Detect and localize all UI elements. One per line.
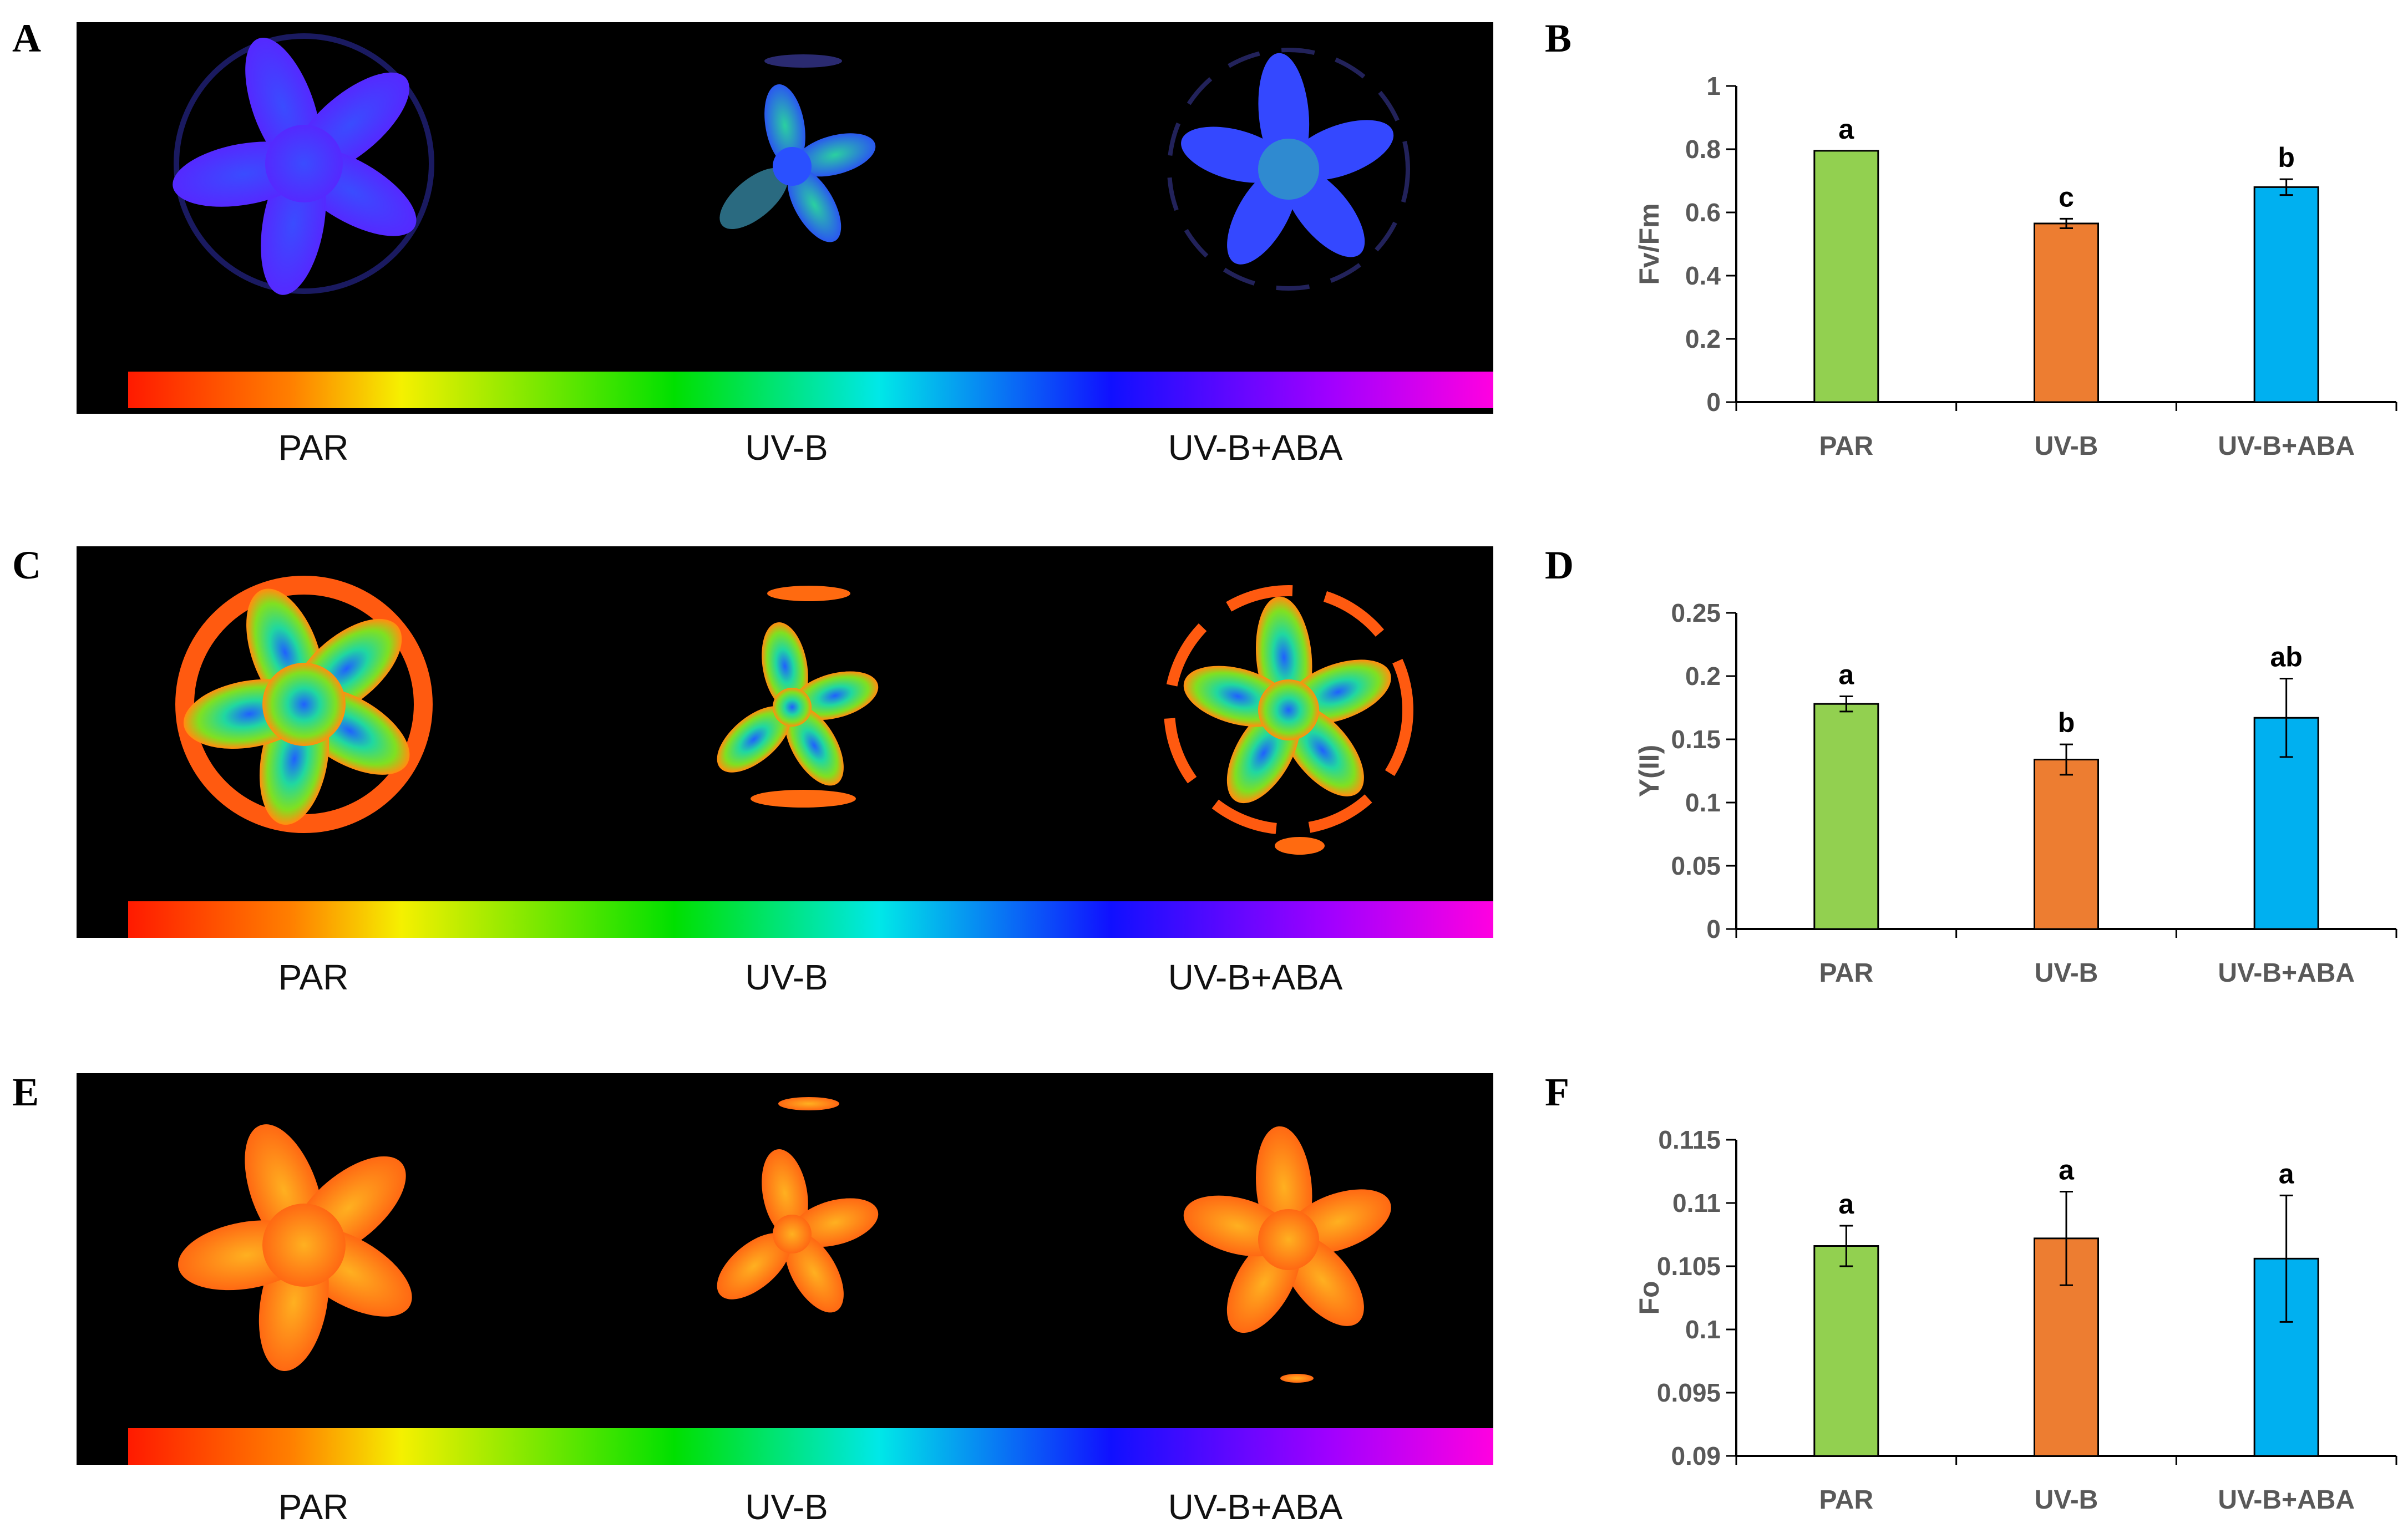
y-tick-label: 0.15 bbox=[1671, 725, 1721, 754]
significance-label: b bbox=[2058, 707, 2075, 738]
y-tick-label: 0.8 bbox=[1685, 135, 1721, 164]
y-tick-label: 0 bbox=[1706, 915, 1721, 943]
fluorescence-image-fo bbox=[77, 1073, 1493, 1465]
y-tick-label: 0.2 bbox=[1685, 324, 1721, 353]
y-tick-label: 0 bbox=[1706, 388, 1721, 417]
image-label-uvb-aba: UV-B+ABA bbox=[1168, 957, 1343, 997]
color-scale-bar bbox=[128, 372, 1493, 408]
panel-letter-b: B bbox=[1545, 16, 1572, 60]
image-label-par: PAR bbox=[278, 428, 349, 468]
y-tick-label: 0.1 bbox=[1685, 788, 1721, 817]
panel-letter-d: D bbox=[1545, 543, 1574, 587]
y-tick-label: 1 bbox=[1706, 72, 1721, 100]
fluorescence-image-yii bbox=[77, 546, 1493, 938]
color-scale-bar bbox=[128, 901, 1493, 938]
y-axis-label: Fo bbox=[1634, 1281, 1665, 1314]
uvb-aba-plant-fo bbox=[1183, 1126, 1391, 1383]
y-axis-label: Fv/Fm bbox=[1634, 203, 1665, 285]
uvb-plant-yii bbox=[717, 586, 879, 808]
y-tick-label: 0.4 bbox=[1685, 261, 1721, 290]
bar bbox=[2034, 222, 2099, 403]
bar bbox=[2034, 758, 2099, 930]
uvb-aba-plant-fvfm bbox=[1167, 48, 1410, 291]
uvb-aba-plant-yii bbox=[1164, 585, 1413, 855]
y-tick-label: 0.6 bbox=[1685, 198, 1721, 227]
bar bbox=[1813, 150, 1879, 403]
x-tick-label: PAR bbox=[1819, 958, 1873, 988]
x-tick-label: UV-B bbox=[2035, 432, 2098, 461]
uvb-plant-fo bbox=[717, 1097, 879, 1313]
x-tick-label: PAR bbox=[1819, 432, 1873, 461]
fluorescence-image-fvfm bbox=[77, 22, 1493, 414]
significance-label: a bbox=[1838, 114, 1854, 145]
y-tick-label: 0.095 bbox=[1657, 1378, 1721, 1407]
x-tick-label: UV-B+ABA bbox=[2218, 432, 2355, 461]
significance-label: a bbox=[2279, 1158, 2295, 1189]
y-tick-label: 0.11 bbox=[1672, 1189, 1721, 1217]
y-tick-label: 0.25 bbox=[1671, 598, 1721, 627]
y-tick-label: 0.115 bbox=[1658, 1125, 1721, 1154]
x-tick-label: UV-B bbox=[2035, 1485, 2098, 1515]
x-tick-label: UV-B+ABA bbox=[2218, 958, 2355, 988]
panel-letter-f: F bbox=[1545, 1070, 1569, 1114]
panel-letter-c: C bbox=[12, 543, 41, 587]
fo-image-art bbox=[128, 1097, 1493, 1465]
significance-label: a bbox=[1838, 1189, 1854, 1220]
significance-label: b bbox=[2278, 142, 2295, 173]
x-tick-label: PAR bbox=[1819, 1485, 1873, 1515]
image-label-par: PAR bbox=[278, 1487, 349, 1527]
color-scale-bar bbox=[128, 1428, 1493, 1465]
image-label-uvb-aba: UV-B+ABA bbox=[1168, 428, 1343, 468]
significance-label: a bbox=[2059, 1154, 2075, 1185]
bar bbox=[1813, 1245, 1879, 1457]
uvb-plant-fvfm bbox=[719, 54, 876, 242]
y-tick-label: 0.09 bbox=[1671, 1441, 1721, 1470]
x-tick-label: UV-B+ABA bbox=[2218, 1485, 2355, 1515]
image-label-par: PAR bbox=[278, 957, 349, 997]
panel-letter-a: A bbox=[12, 16, 41, 60]
image-label-uvb: UV-B bbox=[745, 957, 828, 997]
image-label-uvb-aba: UV-B+ABA bbox=[1168, 1487, 1343, 1527]
y-tick-label: 0.05 bbox=[1671, 851, 1721, 880]
y-tick-label: 0.1 bbox=[1685, 1315, 1721, 1344]
par-plant-fo bbox=[178, 1124, 412, 1371]
x-tick-label: UV-B bbox=[2035, 958, 2098, 988]
bar bbox=[1813, 703, 1879, 930]
y-axis-label: Y(II) bbox=[1634, 745, 1665, 797]
chart-yii-svg: 0 0.05 0.1 0.15 0.2 0.25 Y(II) a PAR b UV-B ab UV-B+… bbox=[1634, 598, 2397, 988]
y-tick-label: 0.2 bbox=[1685, 662, 1721, 691]
chart-fo-svg: 0.09 0.095 0.1 0.105 0.11 0.115 Fo a PAR a UV-B a UV… bbox=[1634, 1125, 2397, 1515]
y-tick-label: 0.105 bbox=[1657, 1252, 1721, 1281]
fvfm-image-art bbox=[128, 33, 1493, 408]
panel-letter-e: E bbox=[12, 1070, 39, 1114]
par-plant-yii bbox=[175, 576, 433, 833]
yii-image-art bbox=[128, 576, 1493, 938]
image-label-uvb: UV-B bbox=[745, 1487, 828, 1527]
par-plant-fvfm bbox=[173, 33, 434, 295]
significance-label: a bbox=[1838, 659, 1854, 690]
significance-label: ab bbox=[2270, 642, 2302, 673]
significance-label: c bbox=[2059, 181, 2074, 212]
chart-yii: 0 0.05 0.1 0.15 0.2 0.25 Y(II) a PAR b UV-B ab UV-B+… bbox=[1609, 582, 2408, 993]
chart-fo: 0.09 0.095 0.1 0.105 0.11 0.115 Fo a PAR a UV-B a UV… bbox=[1609, 1109, 2408, 1520]
chart-fvfm-svg: 0 0.2 0.4 0.6 0.8 1 Fv/Fm a PAR c UV-B b UV-B+ABA bbox=[1634, 72, 2397, 461]
chart-fvfm: 0 0.2 0.4 0.6 0.8 1 Fv/Fm a PAR c UV-B b UV-B+ABA bbox=[1609, 55, 2408, 466]
bar bbox=[2253, 186, 2319, 403]
image-label-uvb: UV-B bbox=[745, 428, 828, 468]
